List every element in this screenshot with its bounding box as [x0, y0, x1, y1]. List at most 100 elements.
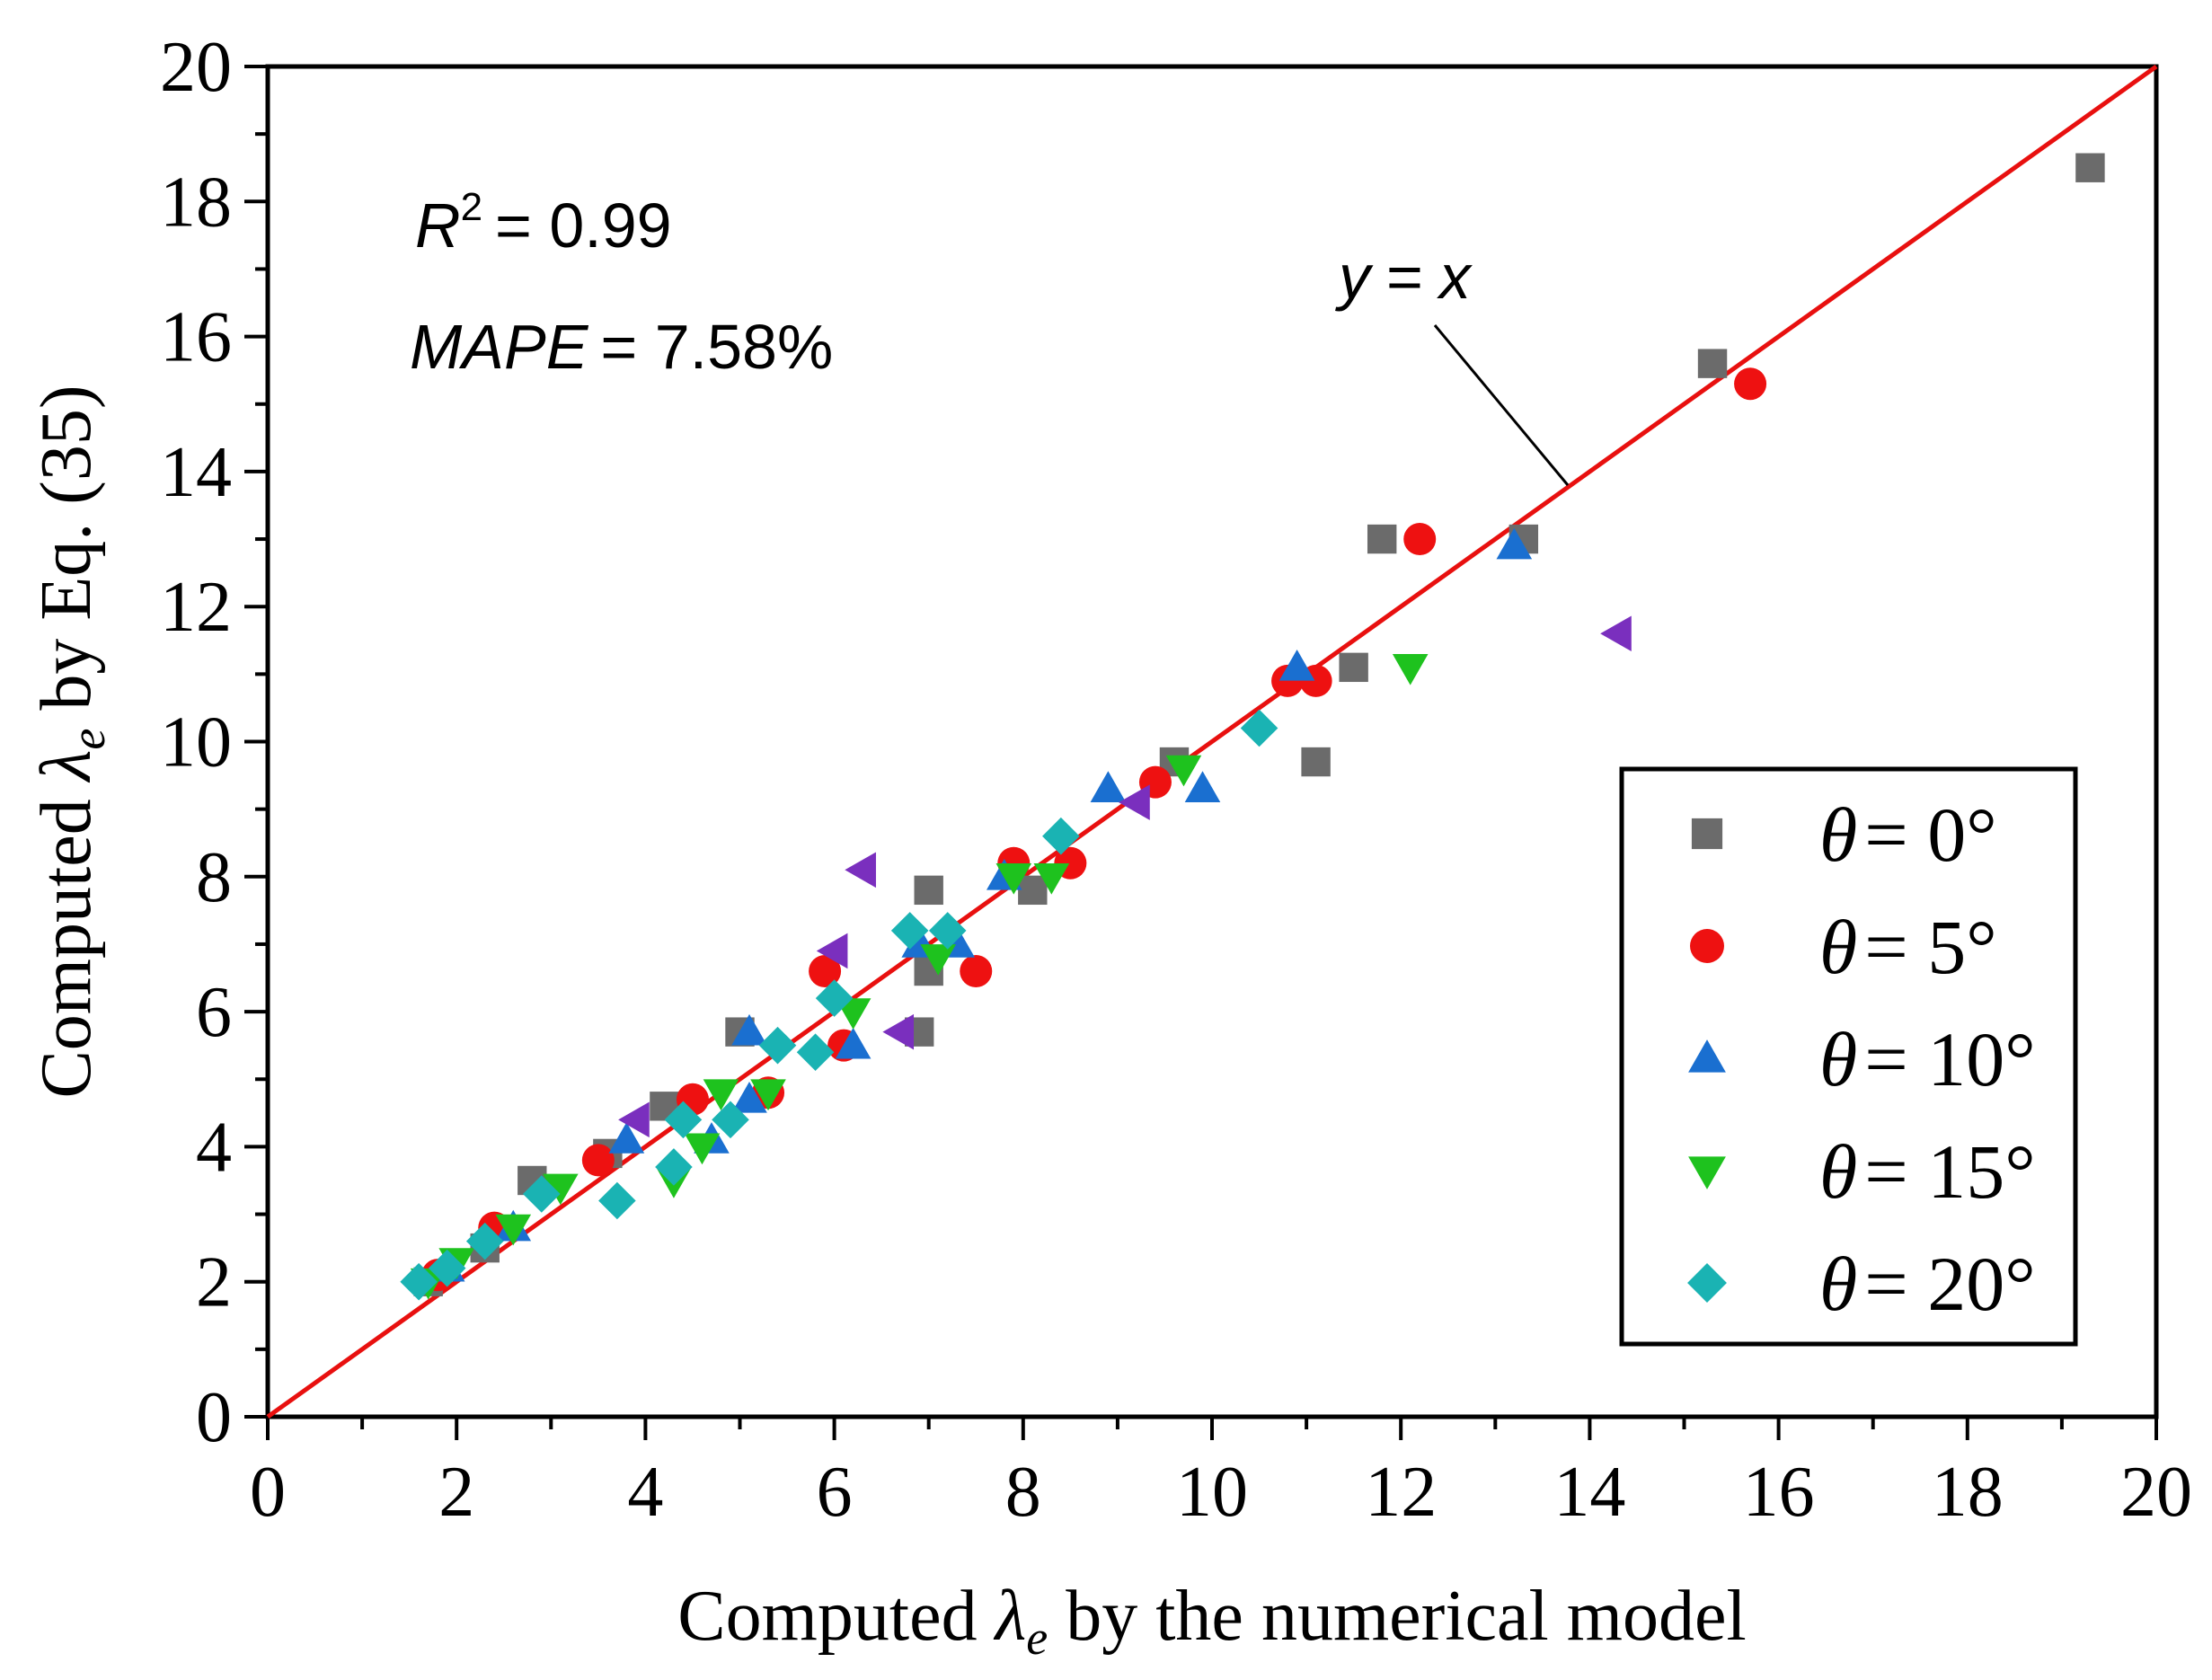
r-squared-sup: 2: [461, 185, 482, 229]
legend-label-theta: θ: [1819, 1128, 1857, 1215]
reference-line-label: y = x: [1335, 242, 1473, 312]
x-tick-label: 6: [817, 1453, 853, 1532]
x-tick-label: 0: [250, 1453, 286, 1532]
reference-line-label-y: y: [1335, 242, 1374, 312]
r-squared-var: R: [415, 190, 461, 261]
data-point-diamond: [815, 979, 854, 1017]
legend-box: [1619, 766, 2078, 1347]
legend-marker-triangle-up: [1688, 1039, 1726, 1073]
legend-label-value: = 10°: [1864, 1016, 2035, 1102]
data-point-diamond: [598, 1181, 636, 1220]
axis-ticks: [244, 65, 2158, 1440]
x-axis-label-subscript: e: [1026, 1611, 1048, 1665]
y-axis-label-suffix: by Eq. (35): [27, 385, 106, 728]
legend-label: θ= 0°: [1819, 791, 1997, 878]
data-point-triangle-up: [835, 1027, 872, 1059]
data-point-diamond: [465, 1222, 504, 1260]
y-tick-label: 8: [196, 838, 232, 917]
reference-line-label-eq: =: [1386, 242, 1423, 312]
x-tick-label: 14: [1553, 1453, 1625, 1532]
data-point-triangle-up: [1496, 527, 1533, 560]
data-point-triangle-down: [1033, 862, 1070, 895]
data-point-circle: [581, 1144, 615, 1177]
legend-label-theta: θ: [1819, 1241, 1857, 1327]
data-point-triangle-left: [1119, 784, 1150, 820]
data-point-triangle-down: [1392, 653, 1429, 685]
data-point-circle: [1734, 367, 1767, 401]
data-point-triangle-down: [750, 1079, 786, 1111]
data-point-triangle-up: [1184, 771, 1221, 802]
legend-label: θ= 5°: [1819, 904, 1997, 990]
legend-label-theta: θ: [1819, 791, 1857, 878]
legend-label-theta: θ: [1819, 904, 1857, 990]
x-tick-label: 10: [1176, 1453, 1248, 1532]
y-tick-label: 12: [160, 568, 232, 647]
data-point-triangle-down: [684, 1133, 721, 1165]
y-tick-label: 14: [160, 433, 232, 512]
series-4: [400, 709, 1279, 1301]
reference-line-y-equals-x: [266, 64, 2158, 1419]
x-axis-label: Computed λe by the numerical model: [677, 1577, 1747, 1665]
reference-line-leader: [1433, 324, 1570, 486]
legend: θ= 0°θ= 5°θ= 10°θ= 15°θ= 20°: [1619, 766, 2078, 1347]
legend-label-value: = 0°: [1864, 791, 1996, 878]
mape-var: MAPE: [410, 312, 589, 382]
reference-line-label-x: x: [1437, 242, 1473, 312]
data-point-triangle-up: [1090, 771, 1127, 802]
y-axis-label: Computed λe by Eq. (35): [27, 385, 115, 1098]
data-point-circle: [960, 955, 993, 988]
data-point-triangle-up: [731, 1081, 767, 1113]
x-axis-label-prefix: Computed: [677, 1577, 995, 1656]
data-point-square: [1339, 652, 1368, 683]
legend-label-value: = 15°: [1864, 1128, 2035, 1215]
y-tick-label: 18: [160, 163, 232, 242]
legend-marker-diamond: [1687, 1263, 1727, 1303]
data-point-square: [1018, 875, 1048, 906]
x-tick-label: 2: [438, 1453, 474, 1532]
data-point-triangle-left: [1600, 615, 1632, 652]
y-tick-label: 20: [160, 28, 232, 107]
legend-label-theta: θ: [1819, 1016, 1857, 1102]
data-point-diamond: [655, 1148, 693, 1186]
reference-line-group: [266, 64, 2158, 1419]
data-point-circle: [1403, 523, 1437, 556]
y-tick-label: 2: [196, 1243, 232, 1322]
data-point-square: [1367, 524, 1397, 554]
data-point-triangle-left: [618, 1101, 650, 1138]
data-point-square: [1697, 349, 1728, 378]
data-point-triangle-up: [1279, 650, 1315, 681]
data-point-diamond: [523, 1175, 561, 1213]
data-point-triangle-down: [920, 944, 957, 976]
legend-label-value: = 5°: [1864, 904, 1996, 990]
mape-value: = 7.58%: [600, 312, 833, 382]
legend-label: θ= 15°: [1819, 1128, 2036, 1215]
y-axis-label-prefix: Computed: [27, 781, 106, 1098]
r-squared-value: = 0.99: [495, 190, 672, 261]
x-tick-label: 20: [2120, 1453, 2192, 1532]
data-point-triangle-up: [608, 1122, 645, 1154]
data-point-diamond: [796, 1033, 835, 1071]
data-point-square: [2075, 153, 2105, 182]
data-point-triangle-down: [1165, 755, 1202, 787]
data-point-diamond: [664, 1101, 703, 1139]
y-tick-label: 10: [160, 703, 232, 783]
series-5: [618, 615, 1632, 1138]
data-point-diamond: [712, 1101, 749, 1139]
legend-marker-square: [1691, 818, 1723, 850]
data-point-triangle-down: [703, 1079, 739, 1111]
y-tick-label: 0: [196, 1378, 232, 1457]
data-point-triangle-down: [995, 862, 1032, 895]
legend-items: θ= 0°θ= 5°θ= 10°θ= 15°θ= 20°: [1687, 791, 2036, 1327]
data-point-diamond: [1240, 709, 1279, 747]
y-tick-label: 6: [196, 973, 232, 1052]
legend-marker-triangle-down: [1688, 1156, 1726, 1189]
x-tick-label: 18: [1932, 1453, 2004, 1532]
data-point-circle: [809, 955, 842, 988]
data-point-square: [914, 875, 943, 906]
x-tick-label: 16: [1743, 1453, 1815, 1532]
legend-label-value: = 20°: [1864, 1241, 2035, 1327]
data-point-diamond: [1042, 817, 1080, 855]
y-axis-label-symbol: λ: [27, 750, 106, 783]
data-markers: [400, 153, 2105, 1301]
mape-annotation: MAPE = 7.58%: [410, 312, 833, 382]
